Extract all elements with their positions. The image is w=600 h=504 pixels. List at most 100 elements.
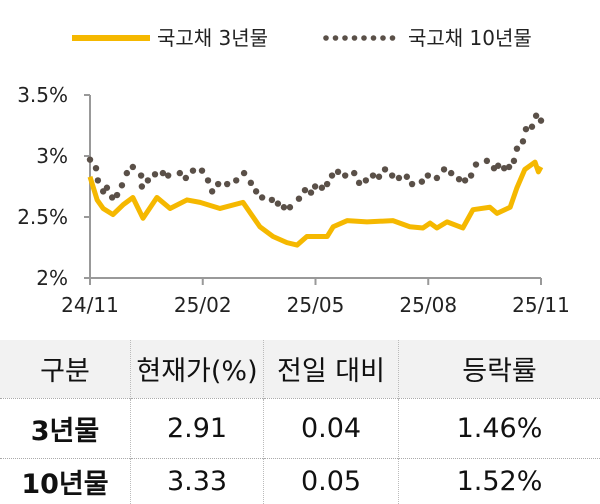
ten-year-point (214, 180, 222, 188)
y-tick-label: 2% (36, 266, 68, 290)
y-tick-label: 3.5% (17, 83, 68, 107)
ten-year-point (137, 172, 145, 179)
ten-year-point (138, 183, 146, 190)
ten-year-point (240, 169, 248, 177)
ten-year-point (176, 169, 184, 177)
table-header-row: 구분 현재가(%) 전일 대비 등락률 (0, 340, 600, 398)
ten-year-point (424, 172, 432, 179)
legend-ten-year-swatch (361, 35, 367, 41)
ten-year-point (418, 178, 426, 185)
ten-year-point (351, 169, 358, 177)
row-price: 2.91 (130, 398, 264, 458)
yield-table: 구분 현재가(%) 전일 대비 등락률 3년물 2.91 0.04 1.46% … (0, 340, 600, 504)
ten-year-point (258, 194, 266, 201)
legend-three-year-label: 국고채 3년물 (157, 26, 268, 50)
ten-year-point (86, 156, 94, 163)
ten-year-point (362, 177, 370, 184)
row-label: 3년물 (30, 415, 100, 447)
ten-year-point (334, 168, 342, 176)
ten-year-point (274, 200, 282, 207)
ten-year-point (113, 191, 121, 199)
ten-year-point (388, 172, 396, 179)
ten-year-point (151, 171, 159, 178)
legend-ten-year-swatch (389, 35, 396, 41)
ten-year-point (295, 195, 303, 202)
ten-year-point (328, 172, 336, 179)
ten-year-point (94, 177, 102, 184)
ten-year-point (505, 163, 513, 171)
ten-year-point (223, 180, 231, 188)
ten-year-point (510, 157, 518, 165)
ten-year-point (522, 125, 530, 133)
ten-year-point (395, 174, 403, 182)
ten-year-point (247, 179, 255, 187)
ten-year-point (355, 179, 363, 187)
y-tick-label: 3% (36, 144, 68, 168)
ten-year-point (375, 173, 383, 180)
yield-chart: 2% 2.5% 3% 3.5% 24/11 25/02 25/05 25/08 25/11 국고채… (17, 26, 570, 317)
ten-year-point (323, 180, 331, 188)
x-tick-label: 24/11 (61, 293, 119, 317)
ten-year-point (369, 172, 377, 179)
three-year-line (87, 159, 544, 248)
ten-year-point (532, 112, 540, 119)
row-price: 3.33 (130, 458, 264, 504)
table-row: 10년물 3.33 0.05 1.52% (0, 458, 600, 504)
ten-year-point (252, 188, 260, 195)
ten-year-point (461, 177, 469, 184)
ten-year-point (286, 204, 294, 211)
ten-year-point (108, 194, 116, 201)
ten-year-point (307, 189, 315, 196)
legend-ten-year-swatch (380, 35, 386, 41)
ten-year-point (472, 161, 480, 168)
ten-year-point (494, 162, 502, 169)
ten-year-point (500, 165, 508, 172)
legend-ten-year-swatch (370, 35, 377, 41)
ten-year-point (537, 117, 545, 124)
ten-year-point (189, 167, 197, 174)
ten-year-point (92, 165, 100, 172)
ten-year-point (198, 167, 206, 174)
row-label: 10년물 (21, 468, 109, 500)
header-change: 전일 대비 (263, 340, 399, 398)
x-tick-label: 25/11 (512, 293, 570, 317)
ten-year-point (232, 177, 240, 184)
ten-year-point (208, 188, 216, 195)
ten-year-point (519, 138, 527, 145)
ten-year-point (528, 123, 536, 130)
ten-year-point (144, 177, 152, 184)
ten-year-point (159, 169, 167, 177)
ten-year-point (455, 175, 463, 183)
x-tick-label: 25/05 (287, 293, 345, 317)
legend-ten-year-swatch (323, 35, 329, 41)
ten-year-point (280, 204, 288, 211)
header-price: 현재가(%) (130, 340, 264, 398)
ten-year-point (268, 196, 276, 204)
legend-ten-year-label: 국고채 10년물 (408, 26, 532, 50)
ten-year-point (440, 166, 448, 173)
row-rate: 1.46% (398, 398, 600, 458)
row-change: 0.04 (263, 398, 399, 458)
ten-year-point (318, 184, 326, 191)
ten-year-point (433, 174, 441, 182)
ten-year-point (447, 169, 455, 177)
legend-ten-year-swatch (332, 35, 339, 41)
ten-year-point (483, 157, 491, 165)
table-row: 3년물 2.91 0.04 1.46% (0, 398, 600, 458)
row-change: 0.05 (263, 458, 399, 504)
ten-year-point (164, 172, 172, 179)
ten-year-point (103, 184, 111, 191)
header-rate: 등락률 (398, 340, 600, 398)
ten-year-point (301, 186, 309, 194)
ten-year-point (118, 182, 126, 189)
ten-year-point (403, 173, 411, 180)
x-tick-label: 25/02 (174, 293, 232, 317)
row-rate: 1.52% (398, 458, 600, 504)
ten-year-point (123, 169, 131, 177)
ten-year-point (182, 174, 190, 182)
ten-year-point (513, 145, 521, 152)
ten-year-point (381, 166, 389, 173)
legend-ten-year-swatch (342, 35, 348, 41)
ten-year-point (204, 177, 212, 184)
